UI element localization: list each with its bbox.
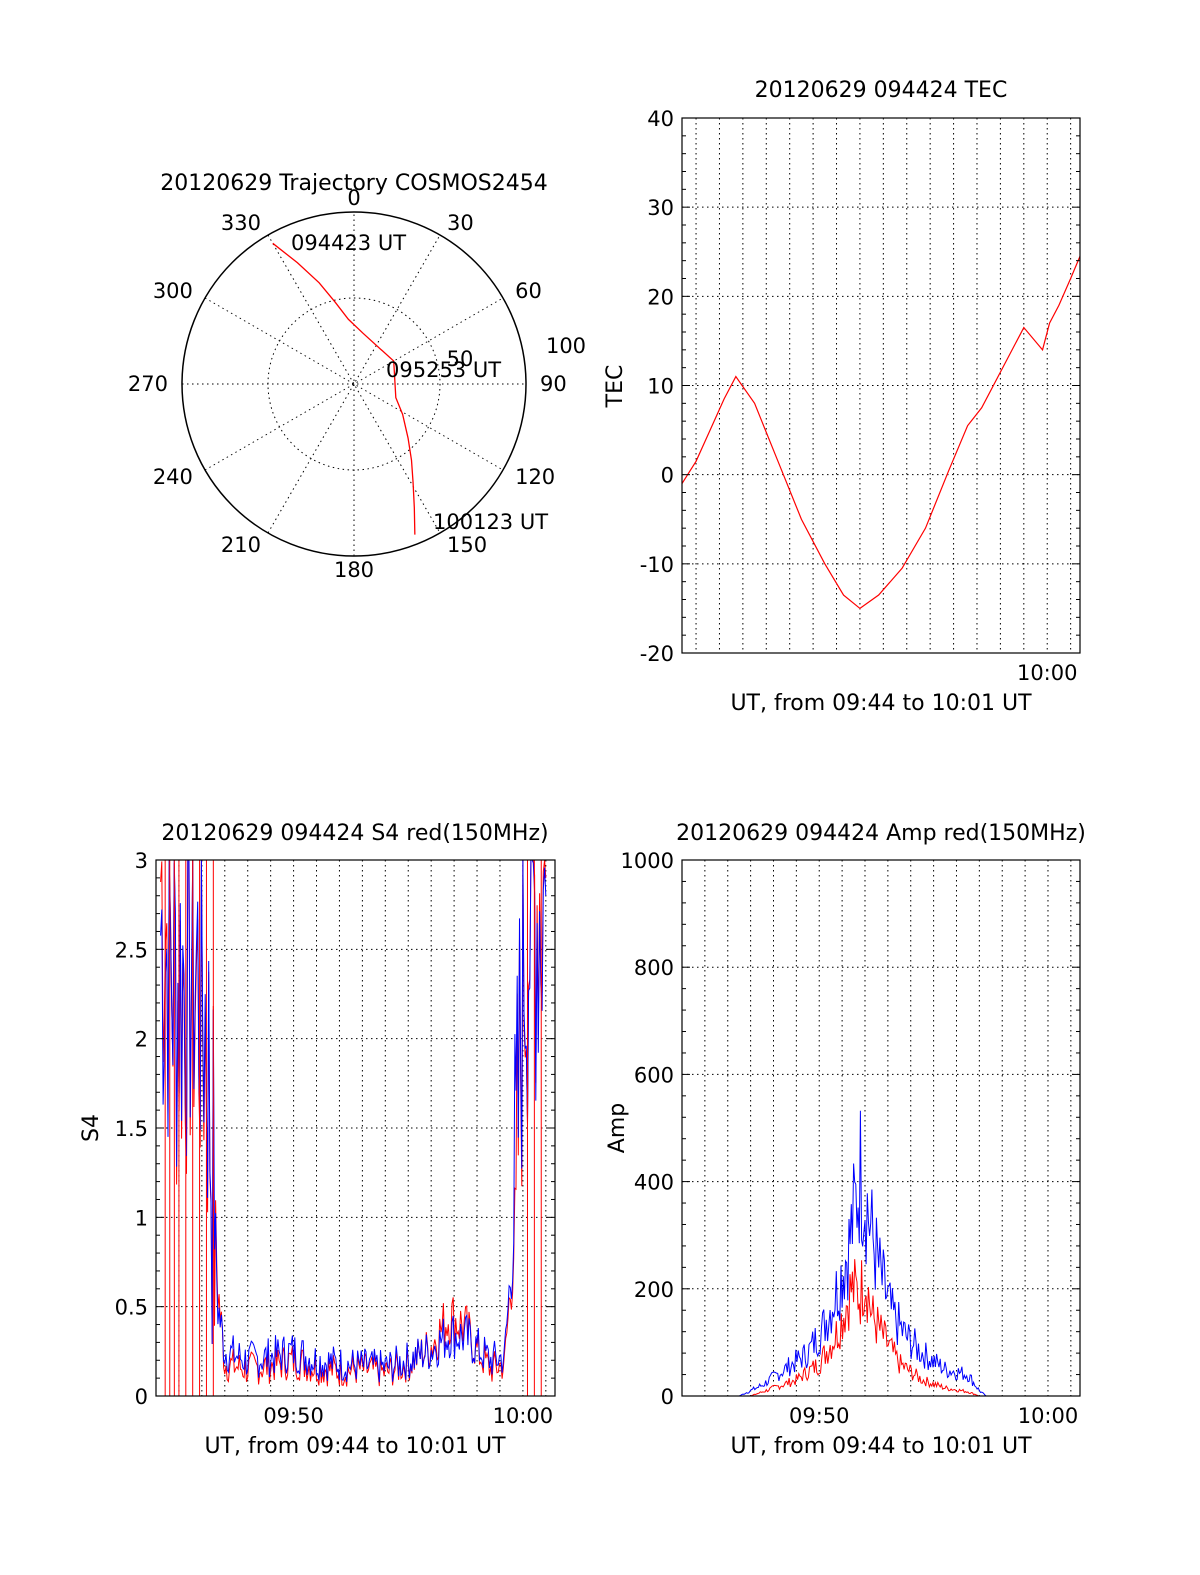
y-tick-label: 200 <box>634 1278 674 1302</box>
polar-outer-circle <box>181 211 527 557</box>
y-tick-label: 600 <box>634 1063 674 1087</box>
s4-plot: 20120629 094424 S4 red(150MHz) 0 0.5 1 1.5 2… <box>79 821 556 1459</box>
trajectory-time-label: 095253 UT <box>386 358 501 382</box>
polar-trajectory-series <box>272 242 416 535</box>
trajectory-line <box>272 242 416 535</box>
polar-angle-label: 150 <box>447 533 487 557</box>
tec-plot: 20120629 094424 TEC -20 -10 0 10 20 30 40 10:00… <box>603 78 1081 716</box>
s4-blue-line <box>160 859 547 1383</box>
s4-xlabel: UT, from 09:44 to 10:01 UT <box>204 1434 506 1459</box>
polar-time-annotations: 094423 UT 095253 UT 100123 UT <box>291 231 548 534</box>
polar-angle-labels: 0 30 60 90 120 150 180 210 240 270 300 330 50 100 <box>128 186 586 582</box>
s4-plot-title: 20120629 094424 S4 red(150MHz) <box>161 821 548 846</box>
tec-grid <box>682 118 1080 653</box>
polar-angle-label: 210 <box>221 533 261 557</box>
y-tick-label: 0.5 <box>115 1296 148 1320</box>
tec-plot-title: 20120629 094424 TEC <box>755 78 1008 103</box>
amp-plot-title: 20120629 094424 Amp red(150MHz) <box>676 821 1086 846</box>
x-tick-label: 09:50 <box>789 1404 850 1428</box>
trajectory-time-label: 094423 UT <box>291 231 406 255</box>
tec-ylabel: TEC <box>603 365 628 409</box>
y-tick-label: 1 <box>135 1206 148 1230</box>
tec-line <box>681 255 1081 610</box>
amp-plot-frame <box>681 859 1081 1397</box>
amp-ylabel: Amp <box>605 1103 630 1153</box>
polar-radial-label: 100 <box>546 334 586 358</box>
s4-plot-frame <box>155 859 556 1397</box>
polar-angle-label: 240 <box>153 465 193 489</box>
tec-xlabel: UT, from 09:44 to 10:01 UT <box>730 691 1032 716</box>
y-tick-label: 2.5 <box>115 938 148 962</box>
y-tick-label: 0 <box>661 1385 674 1409</box>
y-tick-label: 1.5 <box>115 1117 148 1141</box>
y-tick-label: -10 <box>640 553 674 577</box>
x-tick-label: 10:00 <box>1018 1404 1079 1428</box>
amp-red-line <box>682 1259 1080 1397</box>
y-tick-label: 0 <box>661 464 674 488</box>
polar-angle-label: 330 <box>221 211 261 235</box>
y-tick-label: 10 <box>647 375 674 399</box>
polar-plot-title: 20120629 Trajectory COSMOS2454 <box>160 171 547 196</box>
polar-angle-label: 60 <box>515 279 542 303</box>
polar-angle-label: 180 <box>334 558 374 582</box>
s4-ylabel: S4 <box>79 1114 104 1142</box>
polar-inner-circle <box>267 297 441 471</box>
polar-angle-label: 300 <box>153 279 193 303</box>
amp-series <box>682 1110 1080 1397</box>
s4-red-line <box>160 859 547 1387</box>
s4-grid <box>156 860 555 1396</box>
y-tick-label: 800 <box>634 956 674 980</box>
y-tick-label: -20 <box>640 642 674 666</box>
trajectory-time-label: 100123 UT <box>433 510 548 534</box>
amp-xlabel: UT, from 09:44 to 10:01 UT <box>730 1434 1032 1459</box>
s4-tick-labels: 0 0.5 1 1.5 2 2.5 3 09:50 10:00 <box>115 849 555 1428</box>
amp-tick-labels: 0 200 400 600 800 1000 09:50 10:00 <box>621 849 1080 1428</box>
y-tick-label: 2 <box>135 1028 148 1052</box>
x-tick-label: 09:50 <box>263 1404 324 1428</box>
polar-radial-label: 50 <box>447 347 474 371</box>
amp-plot: 20120629 094424 Amp red(150MHz) 0 200 400 6… <box>605 821 1086 1459</box>
polar-angle-label: 90 <box>540 372 567 396</box>
polar-angle-label: 270 <box>128 372 168 396</box>
polar-angle-label: 120 <box>515 465 555 489</box>
trajectory-polar-plot: 20120629 Trajectory COSMOS2454 0 30 60 90 12… <box>128 171 586 582</box>
y-tick-label: 30 <box>647 196 674 220</box>
amp-grid <box>682 860 1080 1396</box>
x-tick-label: 10:00 <box>1017 661 1078 685</box>
y-tick-label: 20 <box>647 285 674 309</box>
tec-tick-labels: -20 -10 0 10 20 30 40 10:00 <box>640 107 1080 685</box>
y-tick-label: 1000 <box>621 849 674 873</box>
polar-grid <box>181 211 527 557</box>
amp-blue-line <box>682 1110 1080 1397</box>
polar-angle-label: 0 <box>347 186 360 210</box>
tec-series <box>681 255 1081 610</box>
y-tick-label: 40 <box>647 107 674 131</box>
y-tick-label: 400 <box>634 1171 674 1195</box>
polar-angle-label: 30 <box>447 211 474 235</box>
x-tick-label: 10:00 <box>493 1404 554 1428</box>
s4-series <box>160 859 547 1396</box>
y-tick-label: 3 <box>135 849 148 873</box>
y-tick-label: 0 <box>135 1385 148 1409</box>
